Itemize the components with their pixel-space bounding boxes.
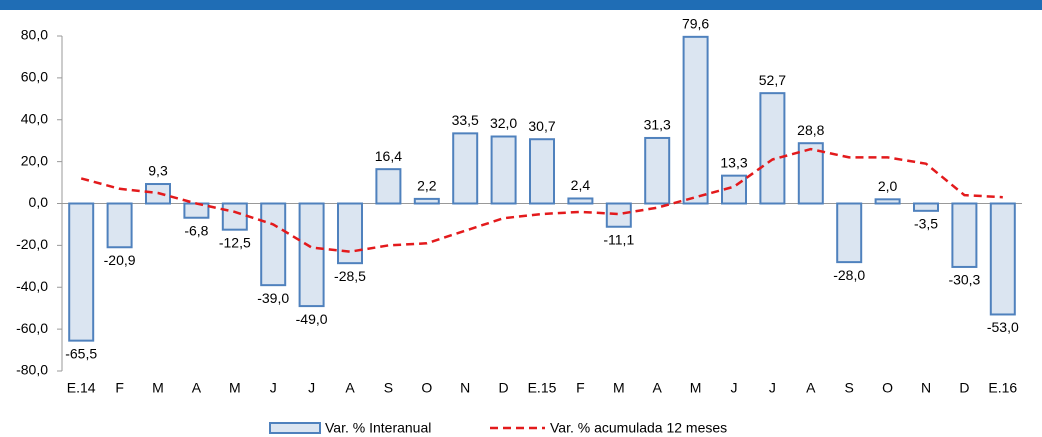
bar [644,136,671,205]
bar [452,132,479,205]
legend-label: Var. % acumulada 12 meses [550,420,727,436]
y-tick-label: 20,0 [21,152,48,168]
bar [490,135,517,205]
data-label: -28,5 [334,268,366,284]
data-label: 79,6 [682,16,709,32]
bar [298,202,325,308]
x-tick-label: A [345,380,355,396]
x-tick-label: J [731,380,738,396]
bar [529,138,555,205]
x-tick-label: O [882,380,893,396]
x-tick-label: A [192,380,202,396]
legend-swatch [269,422,321,434]
bar [797,142,824,205]
data-label: 52,7 [759,72,786,88]
data-label: -20,9 [104,252,136,268]
data-label: -39,0 [257,290,289,306]
data-label: 16,4 [375,148,402,164]
x-tick-label: M [229,380,241,396]
bar [951,202,978,268]
x-tick-label: J [308,380,315,396]
x-tick-label: E.15 [528,380,557,396]
y-tick-label: 60,0 [21,69,48,85]
y-tick-label: 40,0 [21,110,48,126]
data-label: -28,0 [833,267,865,283]
y-tick-label: -20,0 [16,236,48,252]
x-tick-label: E.14 [67,380,96,396]
bar [874,198,901,205]
data-label: 31,3 [644,117,671,133]
data-label: -30,3 [948,272,980,288]
data-label: 32,0 [490,115,517,131]
y-tick-label: 0,0 [29,194,49,210]
data-label: -49,0 [296,311,328,327]
y-tick-label: -80,0 [16,362,48,378]
bar [183,202,210,219]
x-tick-label: M [152,380,164,396]
legend-label: Var. % Interanual [325,420,431,436]
bar [337,202,363,265]
x-tick-label: A [653,380,663,396]
bar [605,202,632,228]
y-tick-label: 80,0 [21,27,48,43]
bar [260,202,287,287]
bar [68,202,95,342]
x-tick-label: F [576,380,585,396]
bar [913,202,939,212]
y-tick-label: -40,0 [16,278,48,294]
data-label: 9,3 [148,163,168,179]
x-tick-label: J [270,380,277,396]
header-band [0,0,1042,10]
bar [106,202,133,249]
x-tick-label: J [769,380,776,396]
data-label: -65,5 [65,345,97,361]
data-label: -6,8 [184,222,208,238]
x-tick-label: E.16 [988,380,1017,396]
x-tick-label: M [613,380,625,396]
bar [221,202,248,231]
data-label: 28,8 [797,122,824,138]
x-tick-label: A [806,380,816,396]
x-tick-label: D [499,380,509,396]
data-label: -11,1 [603,231,634,247]
data-label: -12,5 [219,234,251,250]
bar [989,202,1016,316]
data-label: 2,2 [417,178,437,194]
bar [375,168,402,205]
x-tick-label: F [115,380,124,396]
data-label: 30,7 [528,118,555,134]
x-tick-label: N [921,380,931,396]
x-tick-label: S [384,380,393,396]
data-label: 33,5 [452,112,479,128]
data-label: -3,5 [914,216,938,232]
x-tick-label: M [690,380,702,396]
data-label: 2,0 [878,178,898,194]
x-tick-label: O [421,380,432,396]
x-tick-label: N [460,380,470,396]
bar [413,197,440,205]
y-tick-label: -60,0 [16,320,48,336]
bar [836,202,863,264]
bar [682,35,709,205]
line [80,147,1003,253]
x-tick-label: D [959,380,969,396]
x-tick-label: S [845,380,854,396]
bar [759,92,786,205]
data-label: -53,0 [987,319,1019,335]
bar [567,197,594,205]
data-label: 13,3 [720,154,747,170]
data-label: 2,4 [571,177,591,193]
